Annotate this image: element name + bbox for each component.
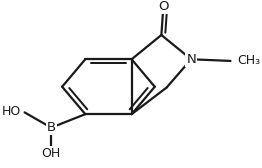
- Text: N: N: [186, 53, 196, 66]
- Text: B: B: [47, 121, 56, 134]
- Text: CH₃: CH₃: [238, 54, 261, 67]
- Text: HO: HO: [2, 105, 21, 118]
- Text: OH: OH: [42, 146, 61, 160]
- Text: O: O: [158, 0, 168, 13]
